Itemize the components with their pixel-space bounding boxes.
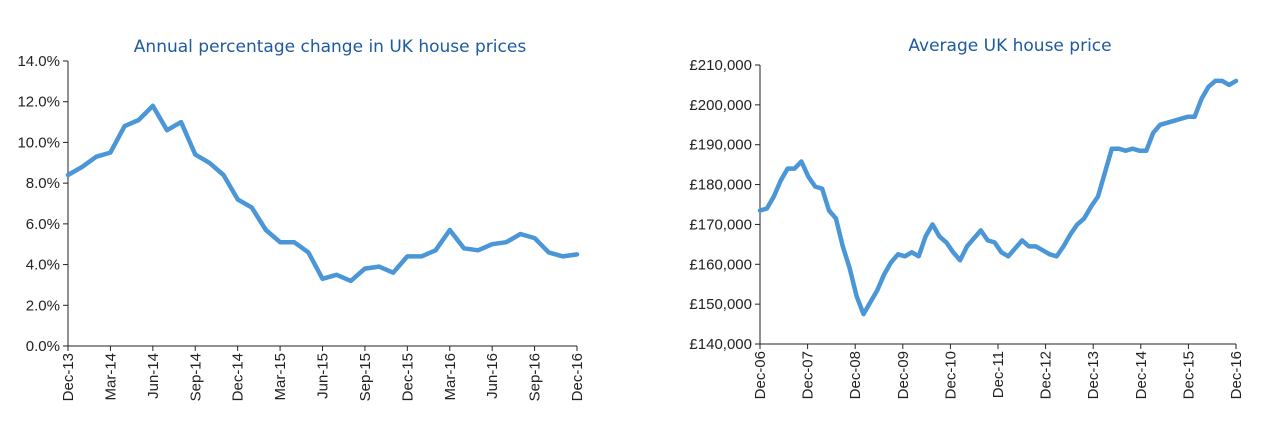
chart-title: Annual percentage change in UK house pri… [134, 37, 527, 57]
x-tick-label: Dec-12 [1038, 351, 1055, 399]
chart-axes [63, 60, 578, 351]
y-tick-label: 4.0% [26, 257, 60, 274]
average-price-chart: Average UK house price £140,000£150,000£… [689, 36, 1245, 399]
x-tick-label: Dec-16 [1228, 351, 1245, 399]
x-tick-label: Dec-15 [1180, 351, 1197, 399]
x-tick-label: Dec-16 [569, 353, 586, 401]
x-tick-label: Jun-14 [145, 353, 162, 399]
x-tick-label: Dec-09 [895, 351, 912, 399]
chart-axes [755, 64, 1237, 349]
y-tick-label: £140,000 [689, 336, 752, 353]
x-tick-label: Dec-11 [990, 351, 1007, 398]
y-tick-labels: 0.0% 2.0% 4.0% 6.0% 8.0% 10.0% 12.0% 14.0% [17, 53, 60, 355]
y-tick-label: 0.0% [26, 338, 60, 355]
x-tick-label: Jun-15 [315, 353, 332, 399]
chart-title: Average UK house price [908, 36, 1111, 56]
y-tick-label: 6.0% [26, 216, 60, 233]
y-tick-label: 12.0% [17, 94, 60, 111]
x-tick-label: Sep-14 [187, 353, 204, 401]
x-tick-labels: Dec-06 Dec-07 Dec-08 Dec-09 Dec-10 Dec-11 Dec-… [752, 351, 1245, 399]
x-tick-label: Dec-14 [230, 353, 247, 401]
x-tick-label: Dec-07 [800, 351, 817, 399]
y-tick-label: 2.0% [26, 297, 60, 314]
x-tick-label: Mar-15 [272, 353, 289, 401]
x-tick-label: Dec-06 [752, 351, 769, 399]
x-tick-label: Dec-13 [60, 353, 77, 401]
y-tick-label: 8.0% [26, 175, 60, 192]
y-tick-label: £180,000 [689, 177, 752, 194]
x-tick-label: Mar-16 [442, 353, 459, 401]
y-tick-label: 10.0% [17, 134, 60, 151]
series-line [757, 78, 1239, 317]
y-tick-label: £170,000 [689, 216, 752, 233]
x-tick-label: Sep-15 [357, 353, 374, 401]
x-tick-label: Dec-15 [399, 353, 416, 401]
y-tick-label: £210,000 [689, 57, 752, 74]
x-tick-label: Dec-14 [1133, 351, 1150, 399]
x-tick-labels: Dec-13 Mar-14 Jun-14 Sep-14 Dec-14 Mar-15 Jun-… [60, 353, 586, 401]
x-tick-label: Sep-16 [527, 353, 544, 401]
y-tick-label: £190,000 [689, 137, 752, 154]
annual-change-chart: Annual percentage change in UK house pri… [17, 37, 586, 401]
y-tick-label: £200,000 [689, 97, 752, 114]
y-tick-label: £160,000 [689, 256, 752, 273]
x-tick-label: Dec-10 [942, 351, 959, 399]
y-tick-label: £150,000 [689, 296, 752, 313]
y-tick-labels: £140,000 £150,000 £160,000 £170,000 £180,000… [689, 57, 752, 353]
x-tick-label: Dec-13 [1085, 351, 1102, 399]
x-tick-label: Mar-14 [102, 353, 119, 401]
x-tick-label: Jun-16 [484, 353, 501, 399]
x-tick-label: Dec-08 [847, 351, 864, 399]
series-line [65, 103, 580, 284]
y-tick-label: 14.0% [17, 53, 60, 70]
